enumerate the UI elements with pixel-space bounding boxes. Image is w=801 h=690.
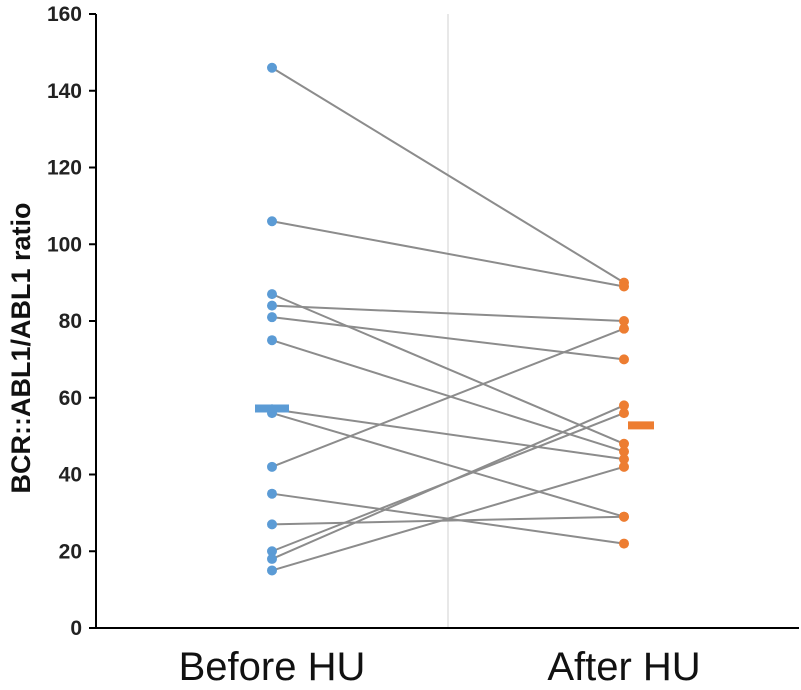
before-point — [267, 335, 277, 346]
before-point — [267, 461, 277, 472]
y-axis-title: BCR::ABL1/ABL1 ratio — [6, 202, 36, 493]
y-tick-label: 120 — [47, 157, 82, 180]
x-category-label: After HU — [547, 645, 700, 689]
after-point — [619, 446, 629, 457]
connector-line — [271, 408, 625, 461]
y-tick-label: 0 — [70, 617, 82, 640]
connector-line — [271, 293, 625, 445]
after-point — [619, 316, 629, 326]
connector-lines — [271, 66, 625, 572]
connector-line — [271, 412, 625, 518]
axis-layer — [89, 13, 799, 629]
after-point — [619, 354, 629, 365]
before-point — [267, 488, 277, 499]
y-tick-label: 160 — [47, 3, 82, 26]
connector-line — [271, 515, 625, 526]
before-mean-marker — [255, 404, 289, 413]
connector-line — [271, 66, 625, 284]
after-point — [619, 511, 629, 522]
y-tick-label: 80 — [59, 310, 82, 333]
after-point — [619, 461, 629, 472]
connector-line — [271, 465, 625, 572]
after-mean-marker — [628, 421, 654, 430]
connector-line — [271, 304, 625, 322]
after-point — [619, 454, 629, 465]
before-point — [267, 565, 277, 576]
y-tick-label: 40 — [59, 464, 82, 487]
after-point — [619, 400, 629, 411]
y-tick-label: 20 — [59, 540, 82, 563]
connector-line — [271, 404, 625, 560]
after-point — [619, 323, 629, 334]
after-point — [619, 438, 629, 449]
before-point — [267, 519, 277, 530]
before-point — [267, 289, 277, 300]
y-tick-label: 60 — [59, 387, 82, 410]
before-point — [267, 546, 277, 557]
after-point — [619, 538, 629, 549]
after-point — [619, 281, 629, 292]
data-points — [267, 62, 629, 576]
before-point — [267, 216, 277, 227]
labels: 0 20 40 60 80 100 120 140 160 Before HU After HU — [47, 3, 701, 689]
y-tick-label: 100 — [47, 233, 82, 256]
before-point — [267, 300, 277, 311]
after-point — [619, 408, 629, 419]
connector-line — [271, 339, 625, 453]
mean-markers — [255, 404, 654, 430]
x-category-label: Before HU — [179, 645, 366, 689]
before-point — [267, 553, 277, 564]
y-tick-label: 140 — [47, 80, 82, 103]
connector-line — [271, 327, 625, 468]
before-point — [267, 312, 277, 323]
before-point — [267, 62, 277, 73]
connector-line — [271, 220, 625, 288]
